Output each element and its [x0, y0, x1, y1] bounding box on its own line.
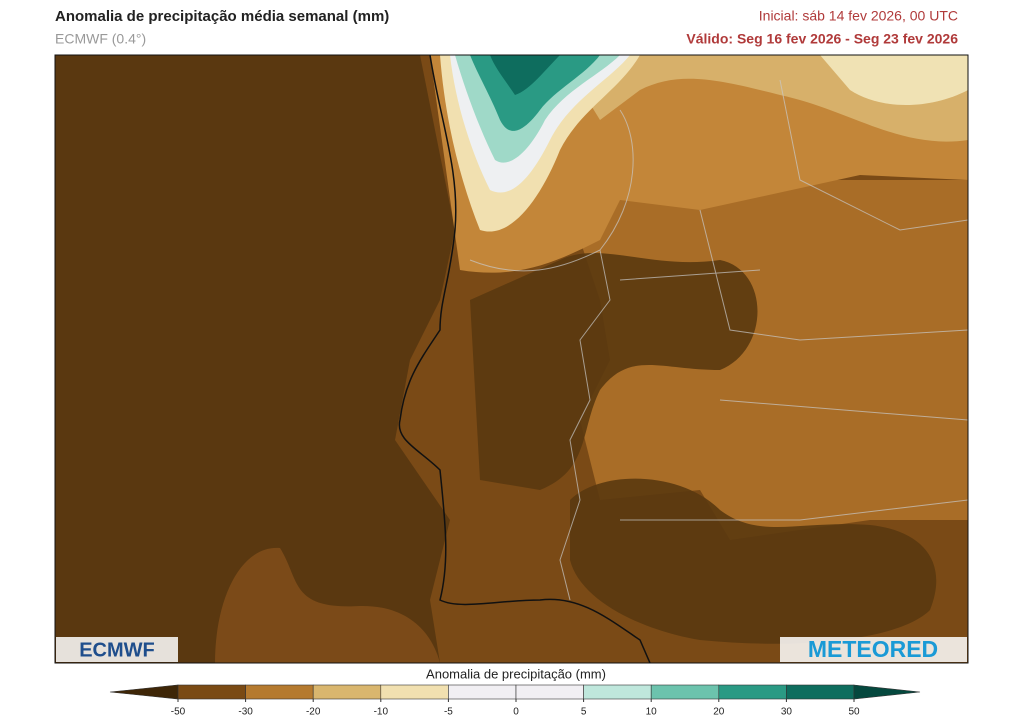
anomaly-area — [820, 55, 968, 105]
colorbar-tick-label: 30 — [781, 707, 793, 718]
map-frame — [54, 54, 969, 664]
initial-time: Inicial: sáb 14 fev 2026, 00 UTC — [759, 8, 958, 24]
logo-right: METEORED — [808, 636, 938, 662]
colorbar-segment — [448, 684, 517, 700]
colorbar-tick-label: 20 — [713, 707, 725, 718]
colorbar-extend-low — [109, 684, 179, 700]
map — [55, 55, 968, 663]
colorbar-tick-label: -10 — [374, 707, 389, 718]
colorbar-tick-label: -50 — [171, 707, 186, 718]
logo-right-bg — [780, 637, 967, 662]
colorbar-segment — [515, 684, 584, 700]
title: Anomalia de precipitação média semanal (… — [55, 8, 389, 25]
subtitle: ECMWF (0.4°) — [55, 31, 146, 47]
colorbar-segment — [583, 684, 652, 700]
colorbar-tick-label: 5 — [581, 707, 587, 718]
colorbar-title: Anomalia de precipitação (mm) — [426, 666, 606, 681]
colorbar-segment — [380, 684, 449, 700]
logo-left-bg — [56, 637, 178, 662]
logo-left: ECMWF — [79, 639, 155, 661]
colorbar-segment — [312, 684, 382, 700]
colorbar-segment — [177, 684, 246, 700]
colorbar: -50 -30 -20 -10 -5 0 5 10 20 30 50 — [109, 684, 921, 718]
colorbar-tick-label: -20 — [306, 707, 321, 718]
colorbar-tick-label: 10 — [646, 707, 658, 718]
colorbar-tick-label: -5 — [444, 707, 453, 718]
anomaly-area — [490, 55, 560, 95]
borders — [469, 79, 968, 601]
anomaly-area — [470, 252, 758, 490]
colorbar-tick-label: 0 — [513, 707, 519, 718]
anomaly-area — [215, 547, 440, 663]
colorbar-segment — [786, 684, 855, 700]
colorbar-segment — [245, 684, 314, 700]
valid-period: Válido: Seg 16 fev 2026 - Seg 23 fev 202… — [686, 31, 958, 47]
coastline — [398, 55, 651, 663]
colorbar-extend-high — [853, 684, 921, 700]
colorbar-tick-label: 50 — [848, 707, 860, 718]
colorbar-segment — [650, 684, 720, 700]
colorbar-tick-label: -30 — [238, 707, 253, 718]
colorbar-segment — [718, 684, 787, 700]
